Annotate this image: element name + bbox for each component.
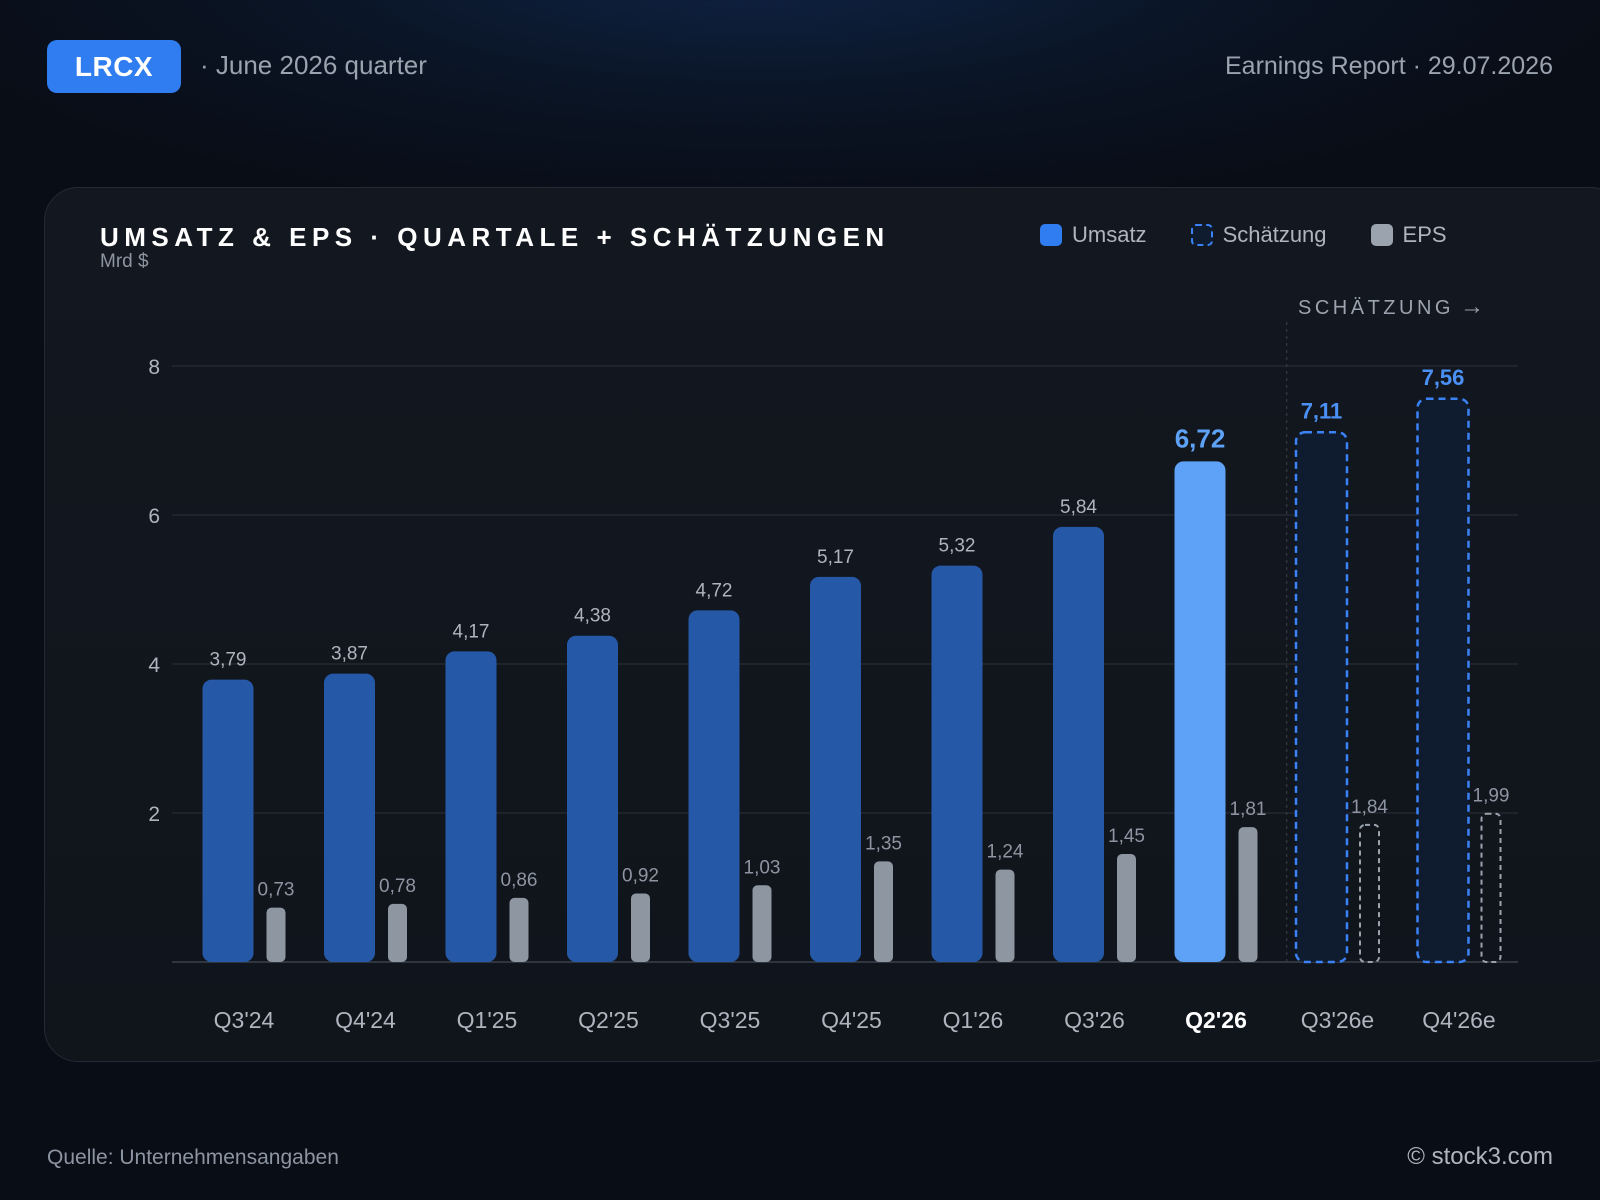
revenue-value-label: 3,79: [210, 650, 247, 671]
eps-swatch: [1370, 224, 1393, 246]
legend-item-eps: EPS: [1370, 222, 1447, 248]
revenue-value-label: 4,72: [696, 580, 733, 601]
y-tick-label: 6: [148, 505, 160, 528]
report-label: Earnings Report · 29.07.2026: [1225, 52, 1553, 80]
x-tick-label: Q4'26e: [1422, 1007, 1495, 1033]
eps-value-label: 0,92: [622, 865, 659, 886]
revenue-bar: [1053, 526, 1104, 962]
eps-bar: [874, 861, 893, 962]
revenue-bar-estimate: [1416, 397, 1470, 964]
brand-credit: © stock3.com: [1407, 1143, 1553, 1170]
eps-bar-estimate: [1359, 823, 1380, 963]
x-tick-label: Q4'24: [335, 1007, 396, 1033]
eps-value-label: 0,78: [379, 876, 416, 897]
eps-bar-estimate: [1480, 812, 1502, 963]
revenue-value-label: 7,11: [1301, 398, 1343, 423]
eps-value-label: 1,45: [1108, 826, 1145, 847]
revenue-bar: [688, 610, 740, 962]
eps-value-label: 1,24: [987, 842, 1024, 863]
eps-bar: [752, 885, 772, 962]
revenue-value-label: 3,87: [331, 644, 368, 665]
eps-value-label: 0,86: [501, 870, 538, 891]
eps-bar: [1238, 827, 1258, 962]
revenue-bar: [810, 576, 861, 962]
revenue-value-label: 5,84: [1060, 497, 1097, 518]
legend-label-eps: EPS: [1402, 222, 1447, 247]
eps-bar: [509, 897, 529, 962]
revenue-value-label: 7,56: [1422, 365, 1465, 390]
revenue-value-label: 5,17: [817, 547, 854, 568]
revenue-value-label: 5,32: [939, 536, 976, 557]
legend-label-revenue: Umsatz: [1072, 222, 1147, 247]
legend-item-revenue: Umsatz: [1040, 222, 1147, 248]
arrow-right-icon: →: [1459, 293, 1484, 320]
eps-value-label: 1,84: [1351, 797, 1388, 818]
estimate-marker-label: SCHÄTZUNG: [1298, 297, 1454, 319]
revenue-value-label: 4,17: [453, 621, 490, 642]
revenue-value-label: 4,38: [574, 606, 611, 627]
eps-value-label: 0,73: [258, 880, 295, 901]
eps-value-label: 1,81: [1230, 799, 1267, 820]
chart-title: UMSATZ & EPS · QUARTALE + SCHÄTZUNGEN: [100, 222, 890, 252]
x-tick-label: Q2'26: [1185, 1007, 1247, 1033]
estimate-marker: SCHÄTZUNG →: [1298, 293, 1484, 321]
x-tick-label: Q3'26: [1064, 1007, 1125, 1033]
x-tick-label: Q3'25: [700, 1007, 761, 1033]
eps-bar: [266, 907, 286, 962]
ticker-badge: LRCX: [47, 40, 181, 93]
eps-bar: [995, 869, 1015, 962]
x-tick-label: Q4'25: [821, 1007, 882, 1033]
x-tick-label: Q1'25: [457, 1007, 518, 1033]
revenue-bar: [567, 635, 618, 962]
revenue-bar: [931, 565, 983, 962]
eps-value-label: 1,99: [1473, 786, 1510, 807]
x-tick-label: Q1'26: [943, 1007, 1004, 1033]
x-tick-label: Q3'26e: [1301, 1007, 1374, 1033]
eps-bar: [1117, 853, 1136, 962]
x-tick-label: Q2'25: [578, 1007, 639, 1033]
chart-legend: Umsatz Schätzung EPS: [1040, 222, 1447, 248]
revenue-swatch: [1040, 224, 1062, 246]
revenue-bar: [324, 673, 375, 962]
revenue-bar: [1174, 461, 1226, 962]
chart-unit-label: Mrd $: [100, 251, 149, 272]
y-tick-label: 8: [148, 356, 160, 379]
revenue-bar-estimate: [1294, 431, 1349, 964]
estimate-swatch: [1190, 224, 1213, 246]
source-note: Quelle: Unternehmensangaben: [47, 1146, 339, 1169]
x-tick-label: Q3'24: [214, 1007, 275, 1033]
eps-value-label: 1,03: [744, 857, 781, 878]
y-tick-label: 2: [148, 803, 160, 826]
revenue-bar: [202, 679, 254, 962]
legend-label-estimate: Schätzung: [1222, 222, 1327, 247]
eps-bar: [631, 893, 650, 962]
revenue-value-label: 6,72: [1175, 423, 1226, 453]
quarter-label: · June 2026 quarter: [200, 50, 427, 80]
y-tick-label: 4: [148, 654, 160, 677]
eps-bar: [388, 903, 407, 962]
revenue-bar: [445, 651, 497, 962]
eps-value-label: 1,35: [865, 833, 902, 854]
legend-item-estimate: Schätzung: [1190, 222, 1327, 248]
